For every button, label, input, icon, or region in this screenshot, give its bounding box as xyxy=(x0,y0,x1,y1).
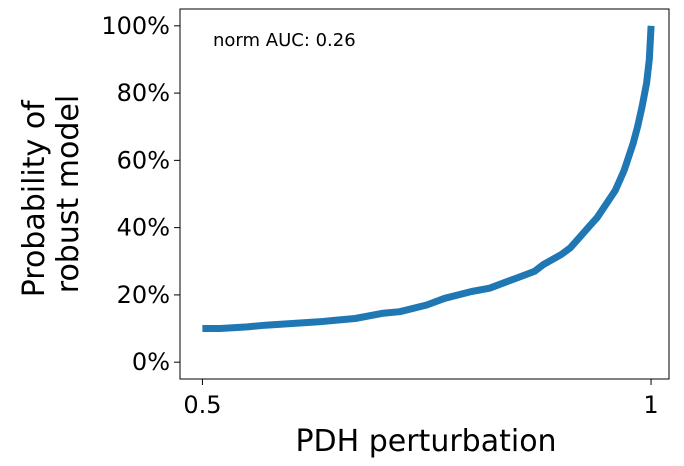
y-axis-label-line-1: Probability of xyxy=(17,99,52,297)
y-tick-label: 20% xyxy=(117,281,170,309)
y-tick-label: 60% xyxy=(117,146,170,174)
y-tick-label: 0% xyxy=(132,348,170,376)
y-axis-ticks: 0% 20% 40% 60% 80% 100% xyxy=(101,12,180,376)
y-axis-label-line-2: robust model xyxy=(51,95,86,293)
y-tick-label: 40% xyxy=(117,214,170,242)
series-line xyxy=(202,25,655,332)
x-tick-label: 1 xyxy=(643,391,658,419)
series-group xyxy=(202,25,655,332)
x-axis-label: PDH perturbation xyxy=(295,424,556,459)
x-tick-label: 0.5 xyxy=(183,391,221,419)
annotation-text: norm AUC: 0.26 xyxy=(213,30,356,51)
x-axis-ticks: 0.5 1 xyxy=(183,379,659,419)
y-tick-label: 100% xyxy=(101,12,170,40)
y-axis-label: Probability of robust model xyxy=(17,91,86,298)
plot-area xyxy=(179,8,670,380)
y-tick-label: 80% xyxy=(117,79,170,107)
